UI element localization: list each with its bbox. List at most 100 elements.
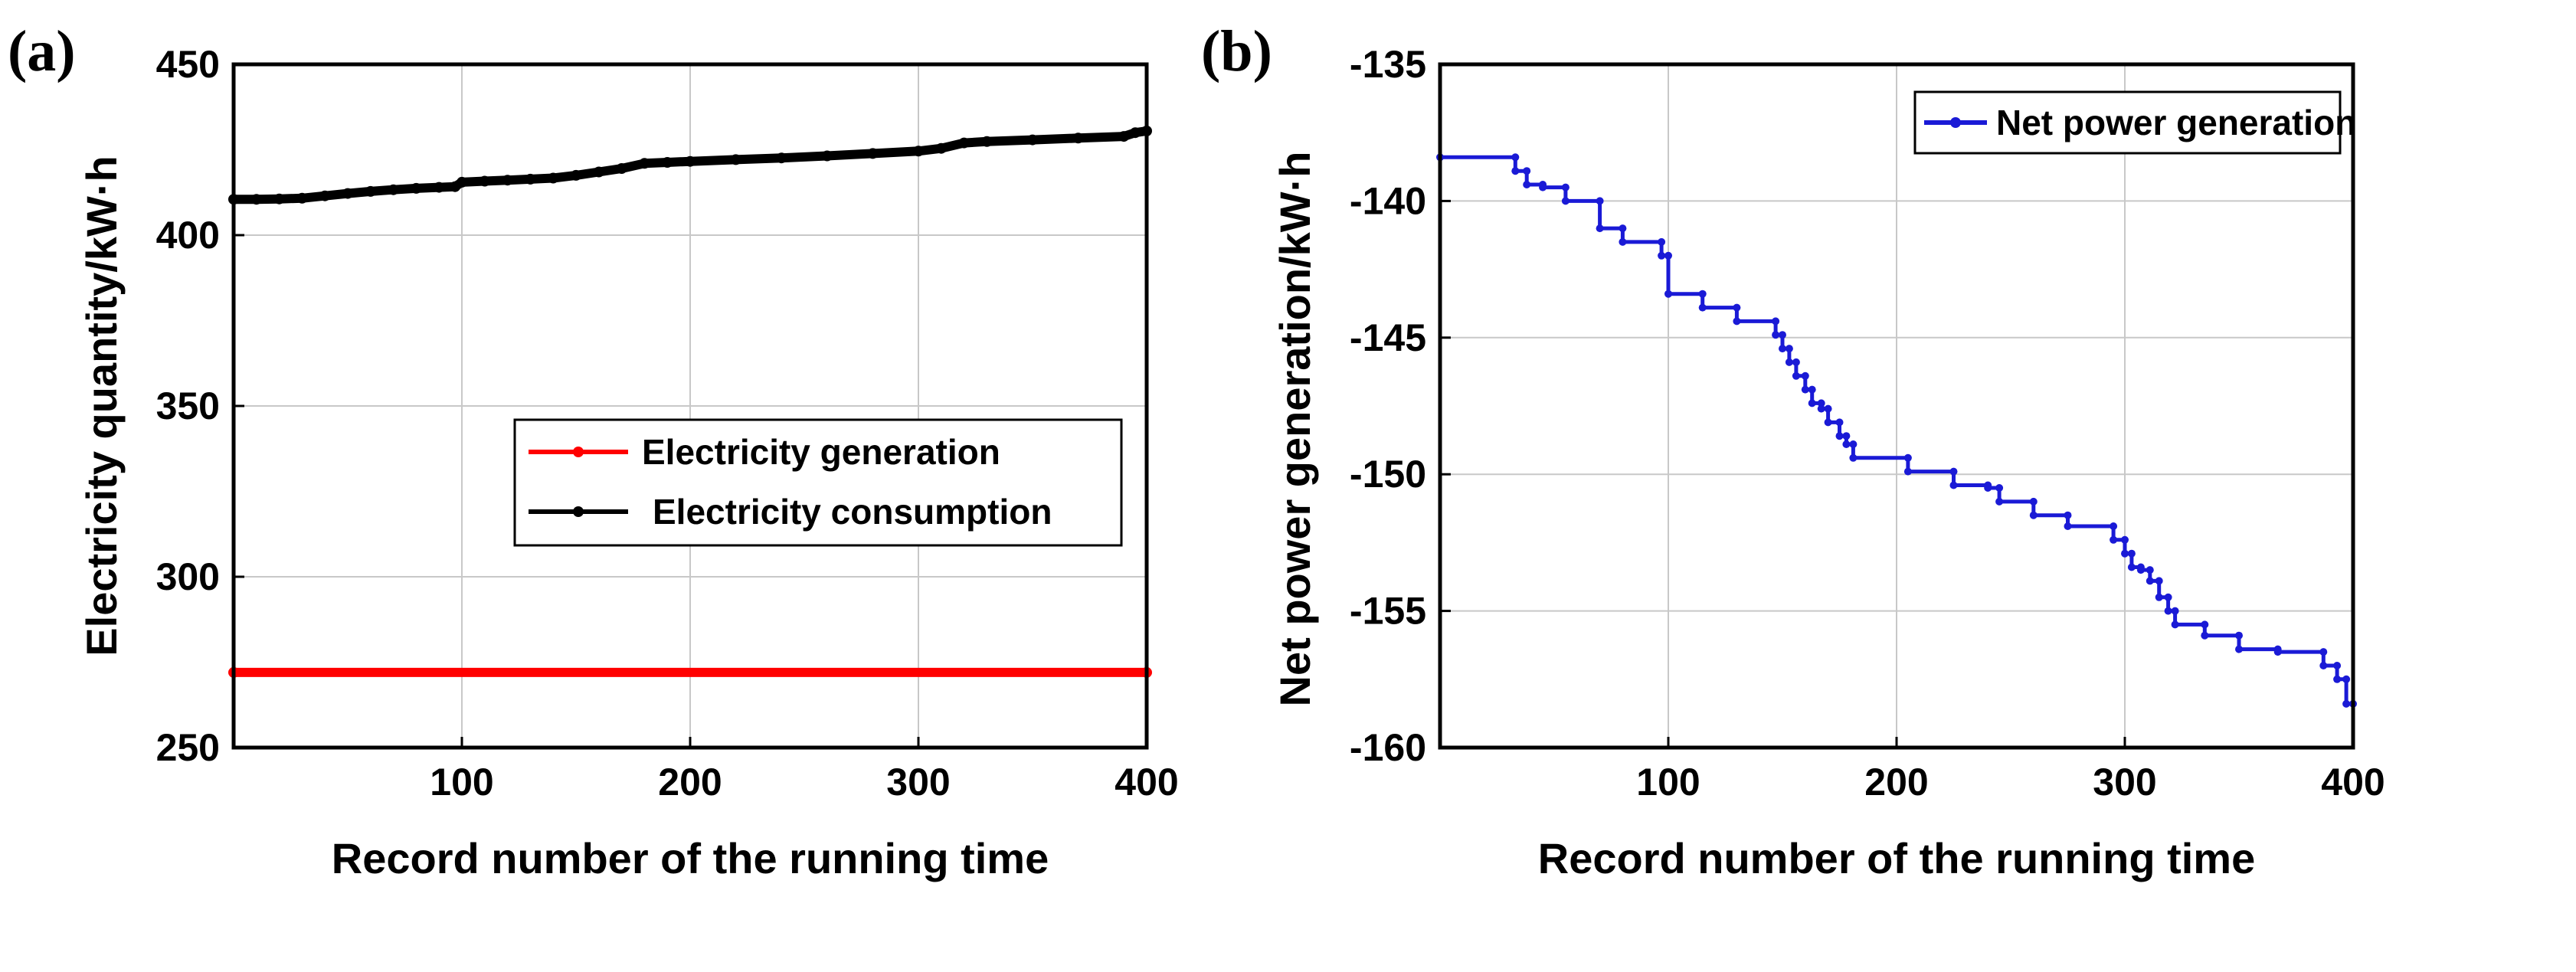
data-point-net-power-generation [2201, 620, 2209, 629]
x-tick-label: 200 [1864, 761, 1928, 803]
x-tick-label: 300 [886, 761, 950, 803]
data-point-net-power-generation [1995, 497, 2004, 506]
data-point-net-power-generation [1903, 467, 1912, 476]
y-tick-label: 250 [156, 726, 220, 769]
x-tick-label: 100 [430, 761, 493, 803]
data-point-net-power-generation [1824, 404, 1832, 413]
data-point-electricity-consumption [434, 182, 445, 193]
chart-b-y-ticks: -160 -155 -150 -145 -140 -135 [1350, 43, 1451, 769]
data-point-electricity-consumption [411, 182, 422, 194]
data-point-net-power-generation [1664, 290, 1672, 298]
data-point-net-power-generation [1523, 181, 1531, 188]
y-tick-label: -160 [1350, 726, 1426, 769]
data-point-net-power-generation [2164, 607, 2172, 615]
data-point-net-power-generation [2333, 675, 2342, 683]
data-point-net-power-generation [1792, 371, 1800, 380]
data-point-electricity-consumption [913, 146, 924, 157]
data-point-net-power-generation [1817, 404, 1825, 413]
data-point-net-power-generation [1984, 484, 1992, 492]
x-tick-label: 200 [658, 761, 722, 803]
panel-b-label: (b) [1201, 19, 1272, 83]
data-point-net-power-generation [2136, 566, 2145, 574]
data-point-net-power-generation [2064, 511, 2072, 519]
data-point-electricity-consumption [1118, 131, 1130, 142]
legend-label-electricity-consumption: Electricity consumption [653, 492, 1052, 532]
data-point-net-power-generation [2121, 549, 2129, 558]
data-point-net-power-generation [1779, 345, 1786, 353]
data-point-net-power-generation [1817, 399, 1825, 407]
chart-b-legend-box [1913, 90, 2342, 155]
data-point-net-power-generation [1772, 317, 1780, 326]
y-tick-label: -140 [1350, 179, 1426, 222]
data-point-net-power-generation [1698, 303, 1707, 312]
data-point-net-power-generation [1785, 358, 1793, 366]
data-point-net-power-generation [1903, 453, 1912, 462]
data-point-electricity-consumption [1130, 127, 1141, 139]
data-point-net-power-generation [1539, 183, 1547, 191]
data-point-net-power-generation [1733, 303, 1741, 312]
data-point-electricity-consumption [388, 184, 399, 195]
x-tick-label: 400 [2321, 761, 2385, 803]
data-point-net-power-generation [2171, 620, 2179, 629]
data-point-electricity-consumption [296, 192, 308, 204]
data-point-electricity-consumption [821, 150, 833, 162]
legend-marker-electricity-generation [573, 447, 584, 457]
chart-b-legend: Net power generation [1913, 90, 2356, 155]
data-point-net-power-generation [2029, 511, 2038, 519]
data-point-net-power-generation [1698, 290, 1707, 298]
data-point-net-power-generation [2342, 675, 2351, 683]
data-point-net-power-generation [2235, 631, 2243, 640]
data-point-electricity-consumption [571, 169, 581, 181]
chart-a-series [228, 126, 1152, 678]
data-point-net-power-generation [1801, 385, 1809, 394]
data-point-electricity-consumption [776, 152, 787, 164]
data-point-electricity-consumption [1027, 134, 1038, 146]
data-point-net-power-generation [2146, 566, 2154, 574]
chart-b-ylabel: Net power generation/kW·h [1271, 152, 1319, 707]
data-point-electricity-consumption [730, 154, 741, 165]
chart-a-ylabel: Electricity quantity/kW·h [77, 155, 126, 656]
data-point-net-power-generation [2319, 662, 2328, 669]
data-point-electricity-consumption [1072, 133, 1084, 144]
y-tick-label: -150 [1350, 453, 1426, 496]
data-point-electricity-consumption [525, 173, 536, 185]
data-point-electricity-consumption [616, 163, 627, 174]
chart-a-x-ticks: 100 200 300 400 [430, 737, 1179, 803]
data-point-net-power-generation [1949, 481, 1958, 489]
data-point-net-power-generation [1561, 197, 1569, 205]
data-point-net-power-generation [1849, 440, 1858, 448]
data-point-net-power-generation [2127, 563, 2136, 571]
data-point-net-power-generation [1523, 167, 1531, 175]
data-point-net-power-generation [1808, 399, 1816, 407]
chart-panel-b: (b) 100 200 300 400 -160 -155 -150 -145 -140 -13… [1201, 19, 2385, 882]
chart-a-legend: Electricity generation Electricity consu… [513, 418, 1123, 547]
data-point-net-power-generation [2319, 648, 2328, 656]
data-point-net-power-generation [1842, 440, 1851, 448]
data-point-net-power-generation [1849, 453, 1858, 462]
data-point-net-power-generation [2110, 535, 2118, 544]
data-point-net-power-generation [1949, 467, 1958, 476]
data-point-net-power-generation [2110, 522, 2118, 530]
data-point-net-power-generation [1824, 418, 1832, 427]
data-point-net-power-generation [1842, 432, 1851, 440]
data-point-net-power-generation [1596, 224, 1604, 233]
x-tick-label: 300 [2093, 761, 2156, 803]
data-point-net-power-generation [1511, 153, 1520, 162]
data-point-net-power-generation [1596, 197, 1604, 205]
chart-b-xlabel: Record number of the running time [1538, 834, 2255, 882]
data-point-net-power-generation [1511, 167, 1520, 175]
legend-label-electricity-generation: Electricity generation [642, 432, 1000, 472]
data-point-electricity-consumption [319, 190, 331, 201]
chart-b-grid [1440, 64, 2354, 748]
data-point-electricity-consumption [685, 155, 696, 167]
y-tick-label: -135 [1350, 43, 1426, 86]
data-point-net-power-generation [1779, 331, 1786, 339]
data-point-net-power-generation [1835, 432, 1844, 440]
y-tick-label: 300 [156, 555, 220, 598]
legend-marker-electricity-consumption [573, 506, 584, 517]
data-point-net-power-generation [1658, 237, 1666, 246]
data-point-net-power-generation [1801, 371, 1809, 380]
chart-b-x-ticks: 100 200 300 400 [1636, 737, 2385, 803]
data-point-net-power-generation [2029, 497, 2038, 506]
